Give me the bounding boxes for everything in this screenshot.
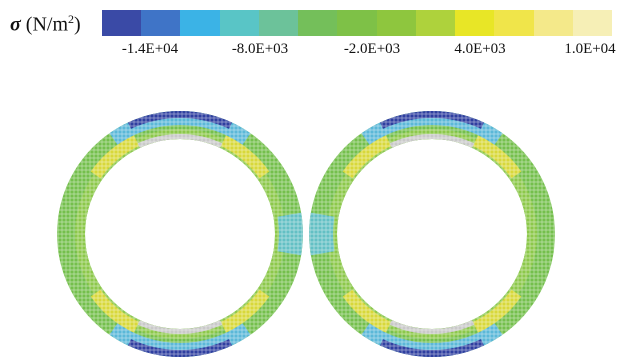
colorbar-segment	[415, 10, 456, 36]
colorbar-segment	[141, 10, 181, 36]
colorbar-segment	[180, 10, 220, 36]
colorbar-tick-label: -1.4E+04	[121, 41, 179, 57]
colorbar-segment	[376, 10, 416, 36]
mesh-overlay	[56, 110, 303, 357]
colorbar-title: σ (N/m2)	[10, 12, 81, 37]
colorbar-tick-label: -2.0E+03	[343, 41, 401, 57]
stress-rings-figure	[56, 110, 555, 357]
unit-suffix: )	[74, 13, 81, 36]
colorbar-segment	[494, 10, 534, 36]
colorbar-segment	[337, 10, 377, 36]
unit-prefix: (N/m	[25, 13, 68, 36]
colorbar	[102, 10, 613, 36]
colorbar-segment	[298, 10, 338, 36]
colorbar-segment	[102, 10, 142, 36]
colorbar-tick-label: 1.0E+04	[564, 41, 616, 57]
left-ring	[56, 110, 303, 357]
colorbar-segment	[219, 10, 259, 36]
colorbar-segment	[455, 10, 495, 36]
sigma-symbol: σ	[10, 13, 21, 36]
mesh-overlay	[309, 110, 555, 357]
colorbar-segment	[533, 10, 573, 36]
colorbar-segment	[258, 10, 299, 36]
colorbar-ticks: -1.4E+04 -8.0E+03 -2.0E+03 4.0E+03 1.0E+04	[102, 41, 616, 63]
unit-exponent: 2	[68, 12, 74, 26]
colorbar-tick-label: 4.0E+03	[454, 41, 506, 57]
colorbar-tick-label: -8.0E+03	[231, 41, 289, 57]
colorbar-segment	[572, 10, 613, 36]
right-ring	[308, 110, 555, 357]
